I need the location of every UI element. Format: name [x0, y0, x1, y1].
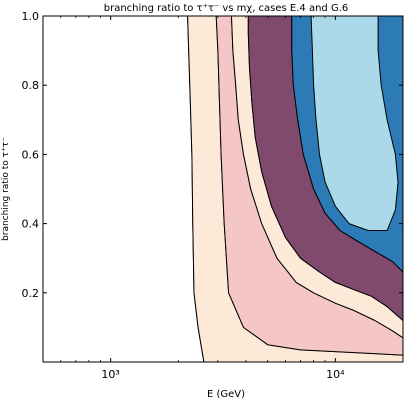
x-tick-label: 10⁴ [326, 368, 345, 381]
region-lightblue-6 [310, 15, 399, 231]
y-tick-label: 0.2 [22, 287, 40, 300]
chart-title: branching ratio to τ⁺τ⁻ vs mχ, cases E.4… [104, 3, 349, 14]
y-tick-label: 0.4 [22, 218, 40, 231]
x-axis-ticks: 10³ 10⁴ [60, 16, 345, 381]
y-axis-label: branching ratio to τ⁺τ⁻ [1, 137, 11, 241]
x-axis-label: E (GeV) [207, 389, 245, 400]
y-axis-ticks: 0.2 0.4 0.6 0.8 1.0 [22, 10, 403, 300]
plot-frame [42, 15, 404, 363]
y-tick-label: 1.0 [22, 10, 40, 23]
y-tick-label: 0.8 [22, 79, 40, 92]
x-tick-label: 10³ [101, 368, 119, 381]
y-tick-label: 0.6 [22, 148, 40, 161]
region-layer [187, 15, 404, 363]
